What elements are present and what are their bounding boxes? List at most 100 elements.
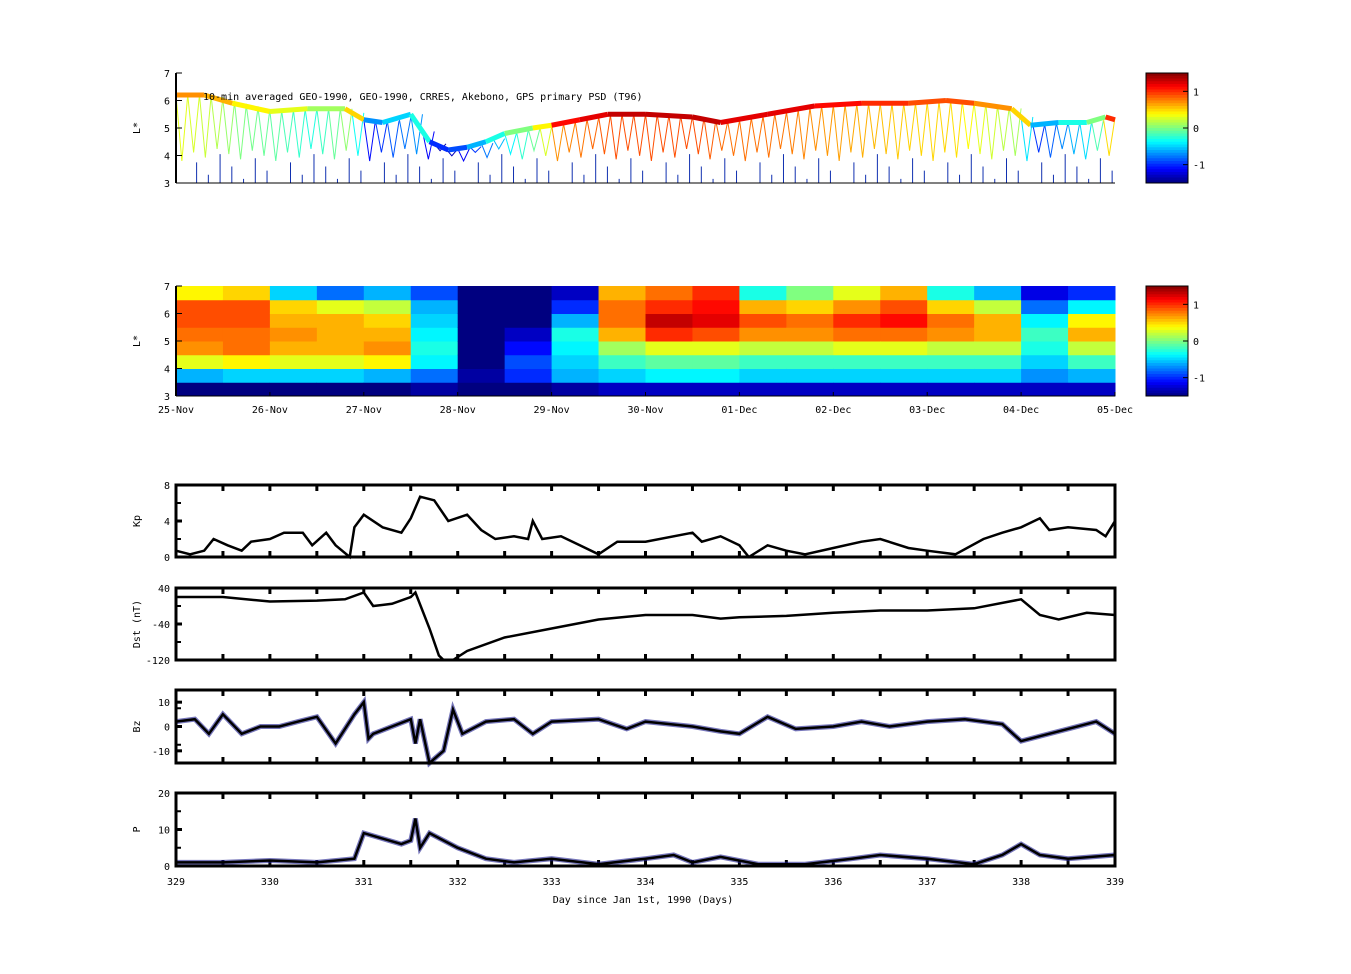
- heatmap-cell: [176, 286, 224, 301]
- heatmap-cell: [269, 286, 318, 301]
- orbit-track: [1020, 116, 1034, 162]
- colorbar-segment: [1146, 324, 1188, 328]
- y-tick-label: 5: [164, 337, 170, 348]
- heatmap-cell: [1021, 327, 1069, 342]
- heatmap-cell: [316, 313, 365, 328]
- plot-frame: [174, 586, 1117, 662]
- orbit-track: [938, 100, 952, 153]
- y-tick-label: 4: [164, 517, 170, 528]
- orbit-track: [1079, 122, 1093, 160]
- heatmap-cell: [974, 354, 1022, 369]
- colorbar-segment: [1146, 288, 1188, 292]
- orbit-track: [351, 112, 365, 156]
- y-tick-label: 7: [164, 282, 170, 293]
- heatmap-cell: [457, 327, 506, 342]
- orbit-track: [762, 115, 776, 158]
- colorbar-tick-label: -1: [1193, 374, 1205, 385]
- orbit-track: [821, 105, 834, 156]
- colorbar-segment: [1146, 390, 1188, 394]
- heatmap-cell: [363, 382, 412, 397]
- orbit-track: [504, 133, 517, 156]
- heatmap-cell: [786, 354, 834, 369]
- orbit-track: [1044, 123, 1057, 158]
- colorbar-segment: [1146, 73, 1188, 77]
- heatmap-cell: [786, 286, 834, 301]
- orbit-track: [386, 121, 400, 158]
- x-tick-label: 332: [449, 877, 467, 888]
- y-tick-label: 10: [158, 698, 170, 709]
- heatmap-cell: [551, 354, 600, 369]
- heatmap-cell: [410, 327, 459, 342]
- colorbar-segment: [1146, 81, 1188, 85]
- heatmap-cell: [880, 368, 928, 383]
- heatmap-cell: [1068, 299, 1116, 314]
- colorbar-segment: [1146, 291, 1188, 295]
- colorbar-segment: [1146, 354, 1188, 358]
- y-tick-label: -40: [152, 620, 170, 631]
- chart-title: 10-min averaged GEO-1990, GEO-1990, CRRE…: [203, 92, 643, 103]
- y-tick-label: 4: [164, 365, 170, 376]
- heatmap-cell: [410, 341, 459, 356]
- heatmap-cell: [598, 382, 646, 397]
- heatmap-cell: [457, 341, 506, 356]
- colorbar-segment: [1146, 125, 1188, 129]
- orbit-track: [809, 106, 823, 151]
- orbit-track: [645, 114, 658, 162]
- colorbar-segment: [1146, 152, 1188, 156]
- heatmap-cell: [645, 299, 693, 314]
- colorbar-segment: [1146, 139, 1188, 143]
- colorbar-segment: [1146, 360, 1188, 364]
- heatmap-cell: [645, 286, 693, 301]
- colorbar-segment: [1146, 316, 1188, 320]
- heatmap-cell: [833, 327, 881, 342]
- colorbar-segment: [1146, 114, 1188, 118]
- x-tick-label: 01-Dec: [721, 405, 757, 416]
- heatmap-cell: [833, 341, 881, 356]
- heatmap-cell: [222, 299, 271, 314]
- orbit-track: [785, 110, 799, 155]
- heatmap-cell: [739, 368, 787, 383]
- y-tick-label: 0: [164, 553, 170, 564]
- heatmap-cell: [927, 382, 975, 397]
- heatmap-cell: [269, 313, 318, 328]
- colorbar-segment: [1146, 335, 1188, 339]
- colorbar-segment: [1146, 343, 1188, 347]
- series-overlay-line: [175, 695, 1117, 768]
- orbit-track: [727, 121, 740, 156]
- orbit-track: [363, 119, 377, 162]
- heatmap-cell: [974, 341, 1022, 356]
- colorbar-tick-label: 0: [1193, 124, 1199, 135]
- primary-psd-segment: [363, 117, 383, 125]
- colorbar-segment: [1146, 84, 1188, 88]
- x-tick-label: 334: [636, 877, 654, 888]
- orbit-track: [187, 94, 200, 153]
- primary-psd-segment: [428, 139, 450, 153]
- orbit-track: [997, 106, 1010, 151]
- heatmap-cell: [927, 286, 975, 301]
- colorbar-segment: [1146, 382, 1188, 386]
- heatmap-cell: [927, 341, 975, 356]
- heatmap-cell: [222, 368, 271, 383]
- y-tick-label: 6: [164, 97, 170, 108]
- y-tick-label: 7: [164, 69, 170, 80]
- panel-kp: 0 4 8 Kp: [132, 481, 1117, 564]
- heatmap-cell: [222, 313, 271, 328]
- heatmap-cell: [551, 341, 600, 356]
- primary-psd-segment: [767, 103, 815, 117]
- heatmap-cell: [1068, 354, 1116, 369]
- heatmap-cell: [269, 382, 318, 397]
- heatmap-cell: [739, 299, 787, 314]
- colorbar-segment: [1146, 305, 1188, 309]
- plot-frame: [174, 791, 1117, 868]
- colorbar-segment: [1146, 97, 1188, 101]
- orbit-track: [304, 108, 318, 150]
- y-axis-label: P: [132, 826, 143, 832]
- orbit-track: [797, 108, 811, 160]
- orbit-track: [832, 104, 846, 162]
- colorbar-segment: [1146, 286, 1188, 290]
- orbit-track: [985, 104, 999, 160]
- colorbar-segment: [1146, 75, 1188, 79]
- heatmap-cell: [833, 313, 881, 328]
- colorbar-segment: [1146, 180, 1188, 184]
- orbit-track: [715, 121, 729, 151]
